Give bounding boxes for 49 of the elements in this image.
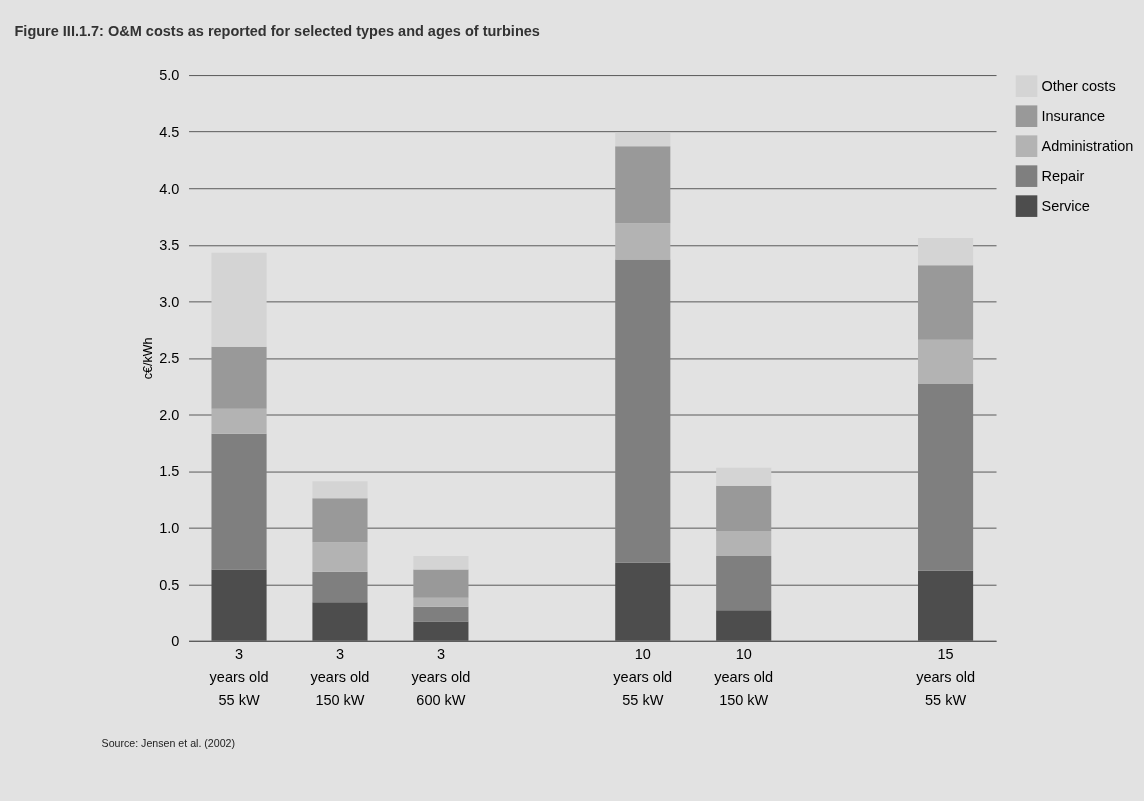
legend-label: Insurance (1041, 108, 1106, 125)
y-tick-label: 0.5 (159, 576, 180, 593)
bar (312, 571, 368, 603)
y-tick-label: 3.0 (159, 293, 180, 310)
y-tick-label: 0 (171, 633, 180, 650)
bar (716, 485, 772, 532)
x-tick-label: 15 years old 55 kW (916, 645, 975, 709)
bar (615, 132, 671, 147)
bar (918, 383, 974, 571)
bar (312, 542, 368, 572)
bar (716, 531, 772, 556)
y-tick-label: 2.0 (159, 406, 180, 423)
bar (918, 265, 974, 340)
x-tick-label: 3 years old 600 kW (411, 645, 471, 709)
bar (716, 555, 772, 611)
y-tick-label: 4.0 (159, 180, 180, 197)
bar (413, 606, 469, 622)
legend-label: Administration (1041, 138, 1134, 155)
x-tick-label: 3 years old 55 kW (209, 645, 269, 709)
legend-label: Other costs (1041, 78, 1116, 95)
bar (615, 223, 671, 260)
legend-label: Repair (1041, 167, 1085, 184)
x-tick-label: 10 years old 55 kW (613, 645, 673, 709)
source-note: Source: Jensen et al. (2002) (101, 737, 236, 750)
bar (211, 433, 267, 570)
y-tick-label: 1.5 (159, 463, 180, 480)
bar (211, 408, 267, 434)
y-tick-label: 4.5 (159, 123, 180, 140)
x-tick-label: 3 years old 150 kW (310, 645, 370, 709)
bar (312, 481, 368, 499)
chart-title: Figure III.1.7: O&M costs as reported for selected types and ages of turbines (14, 23, 540, 40)
bar (716, 467, 772, 486)
bar (413, 555, 469, 570)
x-tick-label: 10 years old 150 kW (714, 645, 774, 709)
bar (312, 498, 368, 543)
bar (211, 252, 267, 347)
bar (615, 259, 671, 563)
bar (615, 146, 671, 224)
y-tick-label: 1.0 (159, 519, 180, 536)
bar (413, 569, 469, 598)
bar (918, 238, 974, 266)
bar (211, 346, 267, 409)
y-tick-label: 2.5 (159, 350, 180, 367)
bar (918, 339, 974, 384)
y-tick-label: 5.0 (159, 67, 180, 84)
y-axis-title: c€/kWh (141, 337, 156, 380)
y-tick-label: 3.5 (159, 237, 180, 254)
legend-label: Service (1041, 197, 1090, 214)
bar (413, 597, 469, 607)
